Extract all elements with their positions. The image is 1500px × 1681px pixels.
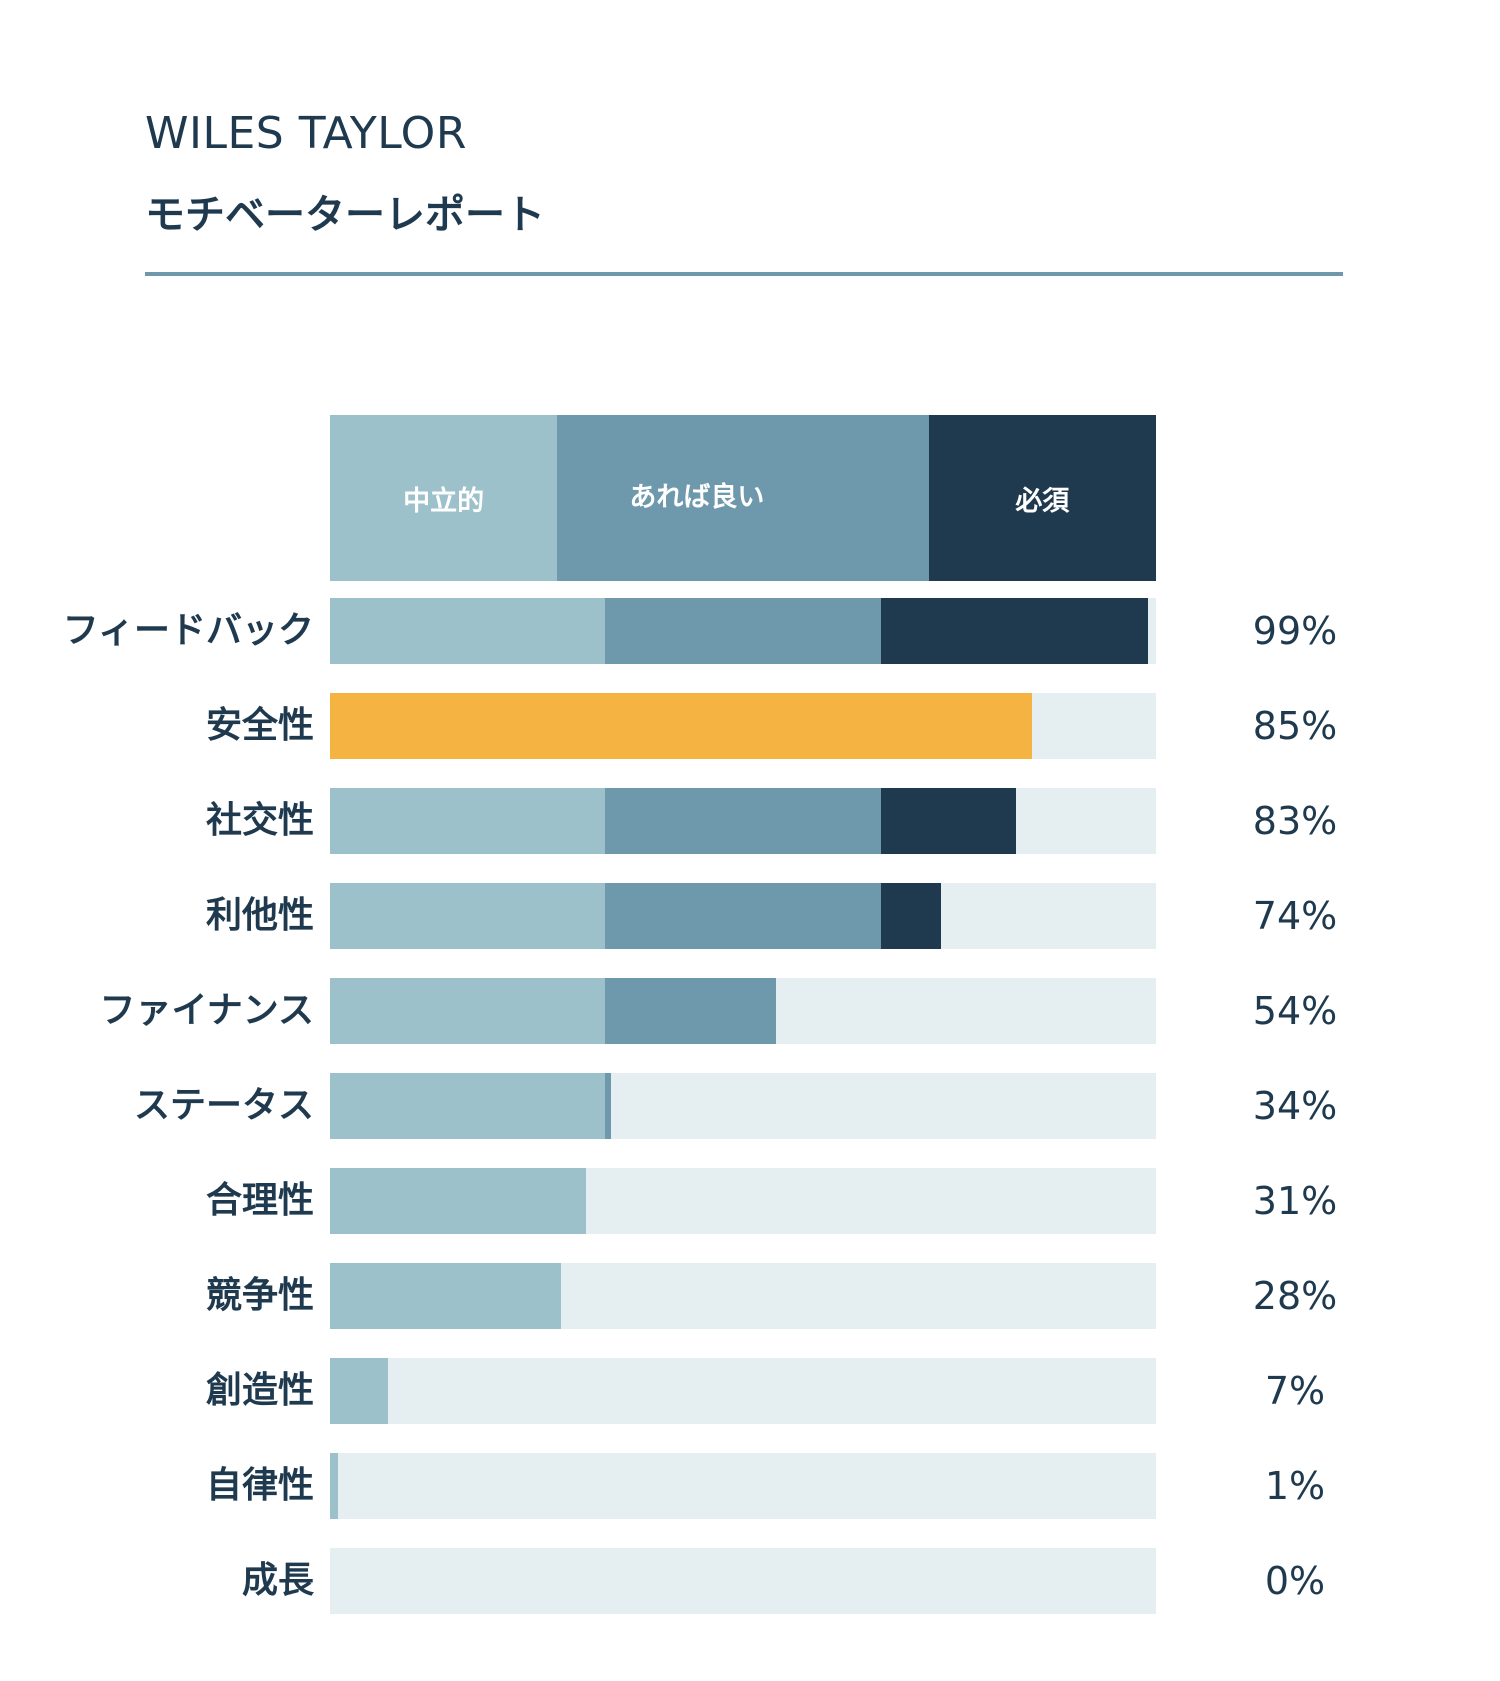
bar-segment-required [880,788,1016,854]
chart-row: 競争性 28% [0,1263,1500,1329]
bar-segment-neutral [330,788,606,854]
bar-track [330,883,1156,949]
chart-row: 自律性 1% [0,1453,1500,1519]
value-label: 28% [1252,1274,1338,1318]
category-label: 利他性 [205,895,314,936]
bar-track [330,1358,1156,1424]
brand-title: WILES TAYLOR [145,108,467,159]
value-label: 83% [1252,799,1338,843]
title-divider [145,272,1343,276]
bar-segment-highlight [330,693,1033,759]
chart-row: 安全性 85% [0,693,1500,759]
category-label: 安全性 [205,705,314,746]
bar-segment-nice-to-have [605,788,881,854]
legend-band: 中立的 あれば良い 必須 [330,415,1156,581]
bar-track [330,1453,1156,1519]
bar-track [330,788,1156,854]
bar-track [330,978,1156,1044]
bar-track [330,1073,1156,1139]
value-label: 7% [1264,1369,1326,1413]
value-label: 1% [1264,1464,1326,1508]
legend-nice-to-have-label: あれば良い [629,482,765,513]
category-label: フィードバック [62,610,314,651]
bar-segment-nice-to-have [605,1073,611,1139]
bar-track [330,1168,1156,1234]
legend-nice-to-have: あれば良い [557,415,929,581]
bar-segment-nice-to-have [605,978,777,1044]
chart-row: 創造性 7% [0,1358,1500,1424]
bar-segment-neutral [330,1263,562,1329]
legend-neutral-label: 中立的 [403,485,485,517]
legend-required: 必須 [928,415,1156,581]
chart-row: 成長 0% [0,1548,1500,1614]
bar-segment-nice-to-have [605,598,881,664]
bar-segment-neutral [330,1073,606,1139]
value-label: 31% [1252,1179,1338,1223]
category-label: ステータス [133,1085,314,1126]
category-label: 自律性 [205,1465,314,1506]
legend-neutral: 中立的 [330,415,558,581]
bar-segment-required [880,598,1148,664]
bar-segment-neutral [330,1453,339,1519]
bar-segment-neutral [330,1168,587,1234]
bar-segment-neutral [330,978,606,1044]
value-label: 99% [1252,609,1338,653]
category-label: 社交性 [205,800,314,841]
category-label: 競争性 [205,1275,314,1316]
chart-row: ファイナンス 54% [0,978,1500,1044]
bar-track [330,1263,1156,1329]
chart-row: 合理性 31% [0,1168,1500,1234]
bar-segment-nice-to-have [605,883,881,949]
value-label: 34% [1252,1084,1338,1128]
category-label: 成長 [241,1560,314,1601]
bar-track [330,1548,1156,1614]
category-label: 合理性 [205,1180,314,1221]
value-label: 0% [1264,1559,1326,1603]
value-label: 85% [1252,704,1338,748]
bar-segment-neutral [330,883,606,949]
value-label: 74% [1252,894,1338,938]
chart-row: 社交性 83% [0,788,1500,854]
report-title: モチベーターレポート [145,192,545,238]
bar-segment-required [880,883,942,949]
chart-row: フィードバック 99% [0,598,1500,664]
bar-segment-neutral [330,598,606,664]
bar-track [330,693,1156,759]
value-label: 54% [1252,989,1338,1033]
chart-row: 利他性 74% [0,883,1500,949]
chart-row: ステータス 34% [0,1073,1500,1139]
legend-required-label: 必須 [1015,485,1070,517]
bar-segment-neutral [330,1358,388,1424]
bar-track [330,598,1156,664]
category-label: ファイナンス [99,990,314,1031]
category-label: 創造性 [205,1370,314,1411]
